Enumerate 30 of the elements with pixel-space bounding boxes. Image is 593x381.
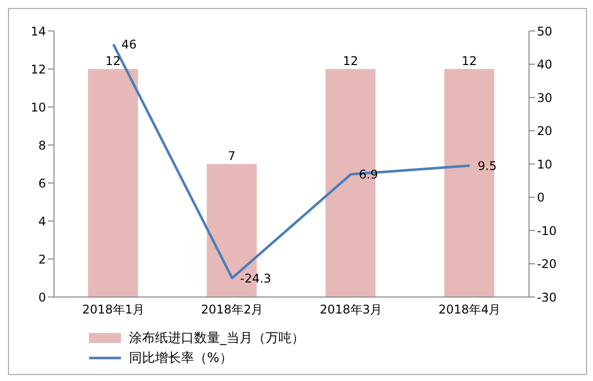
data-label: 7 bbox=[228, 149, 236, 163]
y2-tick-label: 10 bbox=[537, 157, 552, 172]
data-label: 12 bbox=[105, 54, 121, 68]
y2-tick-label: 30 bbox=[537, 90, 552, 105]
y-tick-label: 12 bbox=[30, 62, 46, 76]
y2-tick-label: 20 bbox=[537, 124, 552, 138]
y2-tick-label: -20 bbox=[537, 257, 557, 272]
y2-tick-label: 40 bbox=[537, 58, 552, 72]
data-label: 46 bbox=[121, 38, 137, 52]
y2-tick-label: 50 bbox=[537, 24, 552, 38]
x-tick-label: 2018年3月 bbox=[320, 302, 382, 317]
legend-label: 同比增长率（%） bbox=[129, 350, 232, 367]
y-tick-label: 6 bbox=[38, 176, 46, 190]
y-tick-label: 0 bbox=[38, 290, 46, 304]
data-label: 12 bbox=[462, 54, 477, 68]
y-tick-label: 10 bbox=[30, 100, 46, 114]
x-tick-label: 2018年4月 bbox=[438, 302, 501, 317]
y-tick-label: 2 bbox=[38, 252, 46, 266]
y-tick-label: 8 bbox=[38, 138, 46, 152]
x-tick-label: 2018年2月 bbox=[201, 302, 264, 317]
y-tick-label: 14 bbox=[30, 24, 46, 38]
legend-label: 涂布纸进口数量_当月（万吨） bbox=[129, 330, 304, 347]
y2-tick-label: -30 bbox=[537, 290, 557, 304]
y2-tick-label: -10 bbox=[537, 224, 557, 238]
data-label: -24.3 bbox=[240, 271, 272, 286]
x-tick-label: 2018年1月 bbox=[82, 302, 144, 317]
y-tick-label: 4 bbox=[38, 214, 46, 228]
data-label: 12 bbox=[342, 54, 358, 68]
y2-tick-label: 0 bbox=[537, 190, 545, 205]
data-label: 9.5 bbox=[478, 158, 497, 173]
